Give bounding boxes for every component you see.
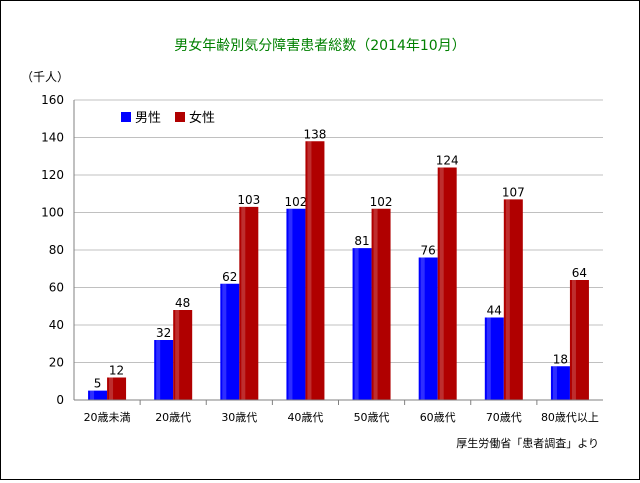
y-tick-label: 60: [49, 281, 64, 295]
bar-female: [239, 206, 259, 400]
x-tick-label: 20歳代: [155, 411, 191, 424]
data-label: 103: [237, 193, 260, 207]
y-tick-label: 20: [49, 356, 64, 370]
y-tick-label: 120: [41, 168, 64, 182]
data-label: 18: [553, 352, 568, 366]
bar-highlight: [156, 340, 161, 400]
y-axis: 0 20 40 60 80 100 120 140 160: [41, 93, 75, 407]
data-label: 138: [303, 127, 326, 141]
data-label: 48: [175, 296, 190, 310]
bar-male: [352, 248, 372, 400]
bar-female: [107, 377, 127, 400]
data-label: 62: [222, 270, 237, 284]
x-tick-label: 30歳代: [221, 411, 257, 424]
x-tick-label: 60歳代: [420, 411, 456, 424]
bar-highlight: [354, 248, 359, 400]
bar-female: [371, 208, 391, 400]
bar-highlight: [439, 167, 444, 400]
bars: 5 12 32 48 62 103 102 138 81 102 76 124 44 107 18 64: [88, 127, 589, 400]
data-label: 124: [436, 154, 459, 168]
x-tick-label: 80歳代以上: [541, 411, 599, 424]
bar-highlight: [420, 257, 425, 400]
legend-label: 男性: [135, 111, 161, 126]
bar-female: [569, 280, 589, 400]
y-tick-label: 80: [49, 243, 64, 257]
gridlines: [74, 99, 603, 363]
x-axis: 20歳未満 20歳代 30歳代 40歳代 50歳代 60歳代 70歳代 80歳代以上: [74, 399, 603, 424]
bar-female: [437, 167, 457, 400]
data-label: 102: [370, 195, 393, 209]
bar-highlight: [222, 283, 227, 400]
bar-male: [550, 366, 570, 400]
bar-male: [418, 257, 438, 400]
legend: 男性 女性: [121, 110, 215, 126]
bar-male: [88, 390, 108, 400]
chart-title: 男女年齢別気分障害患者総数（2014年10月）: [174, 37, 465, 54]
bar-highlight: [552, 366, 557, 400]
bar-highlight: [505, 199, 510, 400]
y-tick-label: 0: [56, 393, 64, 407]
data-label: 102: [284, 195, 307, 209]
bar-highlight: [486, 317, 491, 400]
legend-label: 女性: [189, 110, 215, 126]
x-tick-label: 20歳未満: [84, 411, 131, 424]
data-label: 76: [421, 244, 436, 258]
bar-male: [286, 208, 306, 400]
unit-label: （千人）: [21, 70, 69, 84]
y-tick-label: 160: [41, 93, 64, 107]
data-label: 64: [572, 266, 587, 280]
bar-female: [503, 199, 523, 400]
data-label: 44: [487, 304, 502, 318]
x-tick-label: 70歳代: [486, 411, 522, 424]
bar-female: [305, 141, 325, 400]
data-label: 5: [94, 377, 102, 391]
data-label: 32: [156, 326, 171, 340]
bar-highlight: [90, 390, 95, 400]
bar-highlight: [241, 206, 246, 400]
bar-highlight: [175, 310, 180, 400]
y-tick-label: 100: [41, 206, 64, 220]
y-tick-label: 40: [49, 318, 64, 332]
bar-male: [484, 317, 504, 400]
bar-highlight: [288, 208, 293, 400]
bar-highlight: [373, 208, 378, 400]
bar-highlight: [571, 280, 576, 400]
bar-highlight: [109, 377, 114, 400]
source-note: 厚生労働省「患者調査」より: [456, 436, 599, 450]
legend-swatch: [121, 112, 131, 122]
bar-male: [220, 283, 240, 400]
data-label: 12: [109, 364, 124, 378]
bar-highlight: [307, 141, 312, 400]
x-tick-label: 40歳代: [287, 411, 323, 424]
legend-swatch: [175, 112, 185, 122]
data-label: 81: [354, 234, 369, 248]
bar-male: [154, 340, 174, 400]
data-label: 107: [502, 185, 525, 199]
y-tick-label: 140: [41, 131, 64, 145]
bar-female: [173, 310, 193, 400]
x-tick-label: 50歳代: [354, 411, 390, 424]
